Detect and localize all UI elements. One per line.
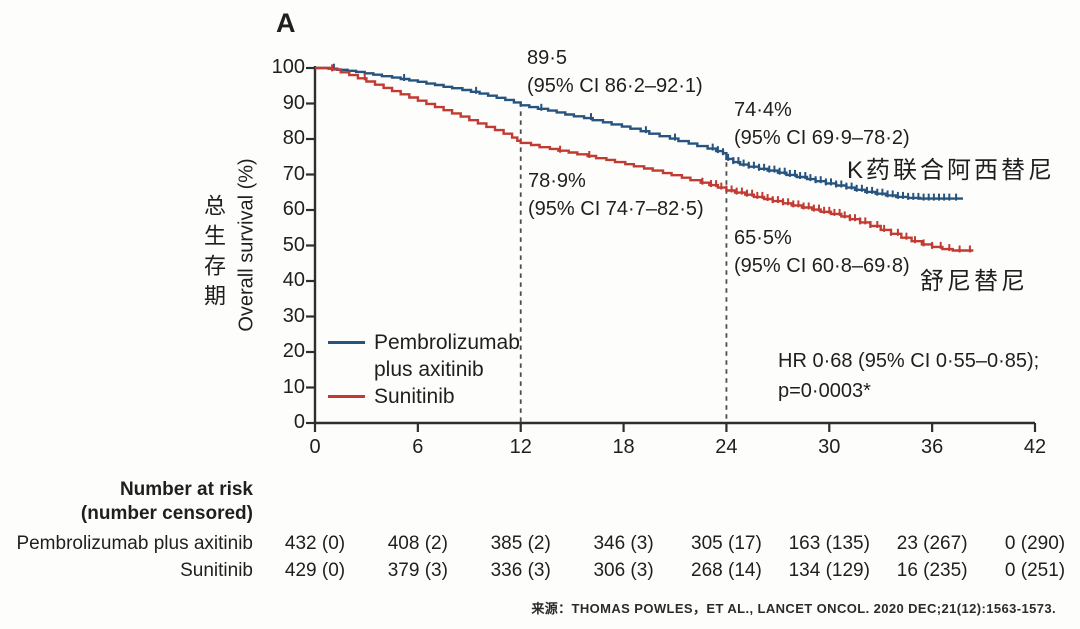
y-tick-label: 0 [293,411,305,433]
x-tick-label: 30 [818,436,841,458]
risk-row-label-sunitinib: Sunitinib [180,560,253,581]
annotation-value: 78·9% [528,170,586,192]
y-tick-label: 20 [282,340,305,362]
x-tick-label: 42 [1023,436,1047,458]
y-axis-label-chinese: 总生存期 [201,194,226,314]
annotation-sunitinib-12m: 78·9% (95% CI 74·7–82·5) [528,167,704,223]
legend-label-pembro-line2: plus axitinib [374,358,484,381]
legend-swatch-pembro [328,341,365,344]
source-citation: 来源：THOMAS POWLES，ET AL., LANCET ONCOL. 2… [531,601,1056,616]
legend-swatch-sunitinib [328,395,365,398]
annotation-pembro-24m: 74·4% (95% CI 69·9–78·2) [734,96,910,152]
risk-cell: 336 (3) [490,560,551,581]
y-tick-label: 80 [282,127,305,149]
risk-cell: 134 (129) [788,560,870,581]
y-tick-label: 100 [271,56,305,78]
annotation-ci: (95% CI 86·2–92·1) [527,75,703,97]
risk-cell: 379 (3) [387,560,448,581]
risk-cell: 0 (251) [1004,560,1066,581]
km-curve-sunitinib [315,66,974,252]
x-tick-label: 24 [715,436,738,458]
curve-label-pembro-chinese: K药联合阿西替尼 [847,157,1056,184]
hr-line: HR 0·68 (95% CI 0·55–0·85); [778,350,1040,372]
risk-table-header-line1: Number at risk [119,479,253,500]
risk-cell: 408 (2) [387,533,448,554]
y-tick-label: 30 [282,304,305,327]
y-tick-label: 90 [282,91,305,114]
p-value-line: p=0·0003* [778,380,871,402]
x-tick-label: 18 [612,436,635,458]
risk-table-header-line2: (number censored) [80,503,253,524]
legend: Pembrolizumab plus axitinib Sunitinib [328,329,520,410]
risk-cell: 305 (17) [691,533,762,554]
risk-cell: 432 (0) [284,533,346,554]
annotation-ci: (95% CI 60·8–69·8) [734,255,910,277]
risk-cell: 346 (3) [593,533,654,554]
risk-cell: 429 (0) [284,560,346,581]
risk-cell: 0 (290) [1004,533,1066,554]
risk-cell: 163 (135) [788,533,870,554]
y-tick-label: 70 [282,162,305,185]
x-tick-label: 12 [509,436,532,458]
risk-cell: 23 (267) [896,533,968,554]
legend-label-sunitinib: Sunitinib [374,385,455,408]
risk-cell: 385 (2) [490,533,551,554]
annotation-ci: (95% CI 74·7–82·5) [528,198,704,220]
risk-cell: 306 (3) [593,560,654,581]
y-tick-label: 40 [282,269,305,291]
panel-label: A [276,8,296,38]
annotation-value: 89·5 [527,47,568,69]
risk-cell: 268 (14) [691,560,762,581]
x-tick-label: 6 [412,436,424,458]
x-tick-label: 0 [309,436,321,458]
y-tick-label: 10 [282,375,305,398]
annotation-hazard-ratio: HR 0·68 (95% CI 0·55–0·85); p=0·0003* [778,346,1039,406]
risk-row-label-pembro: Pembrolizumab plus axitinib [16,533,253,554]
annotation-value: 65·5% [734,227,792,249]
y-tick-label: 50 [282,233,305,256]
km-curve-pembrolizumab-axitinib [315,66,963,200]
annotation-pembro-12m: 89·5 (95% CI 86·2–92·1) [527,44,703,100]
annotation-ci: (95% CI 69·9–78·2) [734,127,910,149]
legend-label-pembro-line1: Pembrolizumab [374,331,520,354]
x-tick-label: 36 [921,436,944,458]
curve-label-sunitinib-chinese: 舒尼替尼 [920,268,1028,295]
risk-cell: 16 (235) [896,560,968,581]
y-tick-label: 60 [282,198,305,220]
annotation-sunitinib-24m: 65·5% (95% CI 60·8–69·8) [734,224,910,280]
annotation-value: 74·4% [734,99,792,121]
